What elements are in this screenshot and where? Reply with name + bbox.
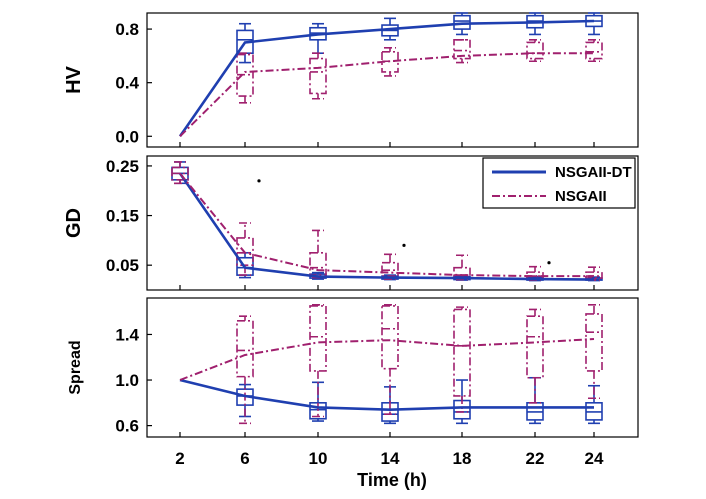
box-body [236,319,254,378]
box-body [526,315,544,379]
box-nsgaii [171,161,189,185]
legend: NSGAII-DT NSGAII [482,157,636,209]
x-axis: 2 6 10 14 18 22 24 [175,449,604,468]
y-tick-label: 0.25 [106,157,139,176]
outlier-point [547,261,551,265]
box-nsgaii [309,304,327,418]
box-body [309,251,327,276]
box-nsgaii [236,52,254,104]
y-tick-label: 0.4 [115,74,139,93]
legend-label-nsgaii: NSGAII [555,188,607,205]
y-axis-title: GD [63,208,85,238]
x-tick-label: 18 [453,449,472,468]
x-axis-title: Time (h) [357,470,427,490]
outlier-point [402,243,406,247]
y-tick-label: 0.05 [106,256,139,275]
box-nsgaii [585,38,603,63]
box-body [585,313,603,372]
x-tick-label: 6 [240,449,249,468]
legend-box [482,157,636,209]
box-body [309,305,327,372]
y-axis-title: HV [63,65,85,93]
x-tick-label: 10 [309,449,328,468]
box-nsgaii [526,308,544,404]
box-nsgaii [381,304,399,416]
y-tick-label: 0.8 [115,20,139,39]
series-line-nsgaii [179,172,594,278]
legend-label-nsgaii-dt: NSGAII-DT [555,164,632,181]
box-body [309,57,327,95]
panels: 0.0 0.4 0.8 HV 0.05 0.15 0.25 GD 0.6 1.0 1.4 Spread [63,12,639,438]
plot-frame [146,297,639,438]
box-nsgaii [585,304,603,400]
x-tick-label: 24 [585,449,604,468]
box-nsgaii-dt [309,22,327,55]
y-tick-label: 0.15 [106,207,139,226]
box-nsgaii-dt [585,12,603,36]
series-line-nsgaii-dt [179,378,594,412]
box-nsgaii [381,253,399,280]
box-body [526,41,544,60]
series-line-nsgaii-dt [178,19,595,138]
plot-frame [146,12,639,148]
box-body [585,41,603,60]
x-tick-label: 2 [175,449,184,468]
y-axis-title: Spread [67,340,84,394]
outlier-point [257,179,261,183]
x-tick-label: 22 [526,449,545,468]
series-line-nsgaii [179,338,595,381]
y-tick-label: 0.6 [115,417,139,436]
y-tick-label: 1.0 [115,371,139,390]
series-line-nsgaii-dt [178,172,595,281]
box-nsgaii [453,306,471,413]
panel-gd: 0.05 0.15 0.25 GD [63,155,639,291]
box-nsgaii [236,315,254,425]
box-nsgaii [526,38,544,63]
y-tick-label: 1.4 [115,325,139,344]
series-line-nsgaii [179,52,594,138]
x-tick-label: 14 [381,449,400,468]
box-nsgaii [309,52,327,100]
plot-frame [146,155,639,291]
panel-hv: 0.0 0.4 0.8 HV [63,12,639,148]
box-body [381,305,399,370]
y-tick-label: 0.0 [115,127,139,146]
box-nsgaii [453,38,471,64]
panel-spread: 0.6 1.0 1.4 Spread [67,297,639,438]
